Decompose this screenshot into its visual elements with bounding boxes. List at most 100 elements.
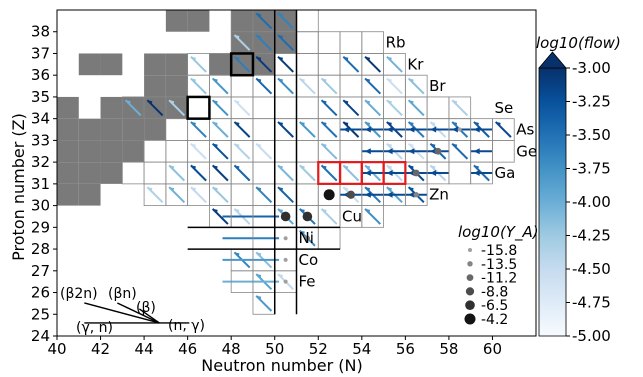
nuclide-cell: [404, 74, 428, 98]
unknown-mass-cell: [231, 10, 253, 32]
reaction-key-label: (β2n): [60, 286, 98, 302]
flow-arrowhead: [452, 100, 458, 106]
y-tick-label: 32: [31, 153, 50, 171]
y-tick-label: 33: [31, 131, 50, 149]
flow-arrowhead: [234, 143, 240, 149]
unknown-mass-cell: [78, 162, 101, 184]
flow-arrowhead: [234, 121, 240, 127]
nuclide-cell: [339, 139, 363, 163]
flow-arrowhead: [277, 121, 283, 127]
unknown-mass-cell: [57, 140, 79, 163]
flow-arrowhead: [256, 187, 262, 193]
flow-arrowhead: [473, 148, 480, 155]
flow-arrowhead: [212, 208, 218, 214]
flow-arrowhead: [277, 208, 283, 214]
flow-arrowhead: [277, 34, 283, 40]
flow-arrowhead: [365, 56, 371, 62]
flow-arrowhead: [364, 148, 371, 155]
flow-arrowhead: [169, 187, 175, 193]
x-tick-label: 56: [396, 340, 415, 358]
flow-arrowhead: [408, 121, 414, 127]
y-tick-label: 27: [31, 262, 50, 280]
abundance-dot: [283, 236, 288, 241]
nuclide-cell: [274, 96, 297, 120]
flow-arrowhead: [473, 121, 479, 127]
flow-arrowhead: [386, 187, 392, 193]
colorbar-tick-label: -4.00: [572, 193, 611, 211]
flow-arrowhead: [190, 78, 196, 84]
reaction-key-arrow: [117, 302, 160, 324]
flow-arrowhead: [321, 100, 327, 106]
flow-arrowhead: [364, 126, 371, 133]
unknown-mass-cell: [165, 10, 188, 32]
flow-arrowhead: [234, 252, 240, 258]
colorbar-tick-label: -3.00: [572, 59, 611, 77]
flow-arrowhead: [386, 191, 393, 198]
unknown-mass-cell: [144, 75, 166, 97]
flow-arrowhead: [125, 100, 131, 106]
flow-arrowhead: [234, 165, 240, 171]
flow-arrowhead: [343, 187, 349, 193]
element-label: Co: [299, 251, 319, 269]
x-tick-label: 48: [222, 340, 241, 358]
flow-arrowhead: [190, 56, 196, 62]
unknown-mass-cell: [122, 118, 145, 141]
flow-arrowhead: [386, 121, 392, 127]
element-label: Ge: [516, 142, 537, 160]
colorbar-tick-label: -3.75: [572, 160, 611, 178]
unknown-mass-cell: [165, 75, 188, 97]
nuclide-cell: [230, 74, 254, 98]
flow-arrowhead: [364, 170, 371, 176]
nuclide-cell: [361, 31, 384, 54]
nuclide-cell: [230, 183, 254, 207]
abundance-legend-marker: [468, 248, 472, 252]
flow-arrowhead: [321, 165, 327, 171]
nuclide-cell: [296, 53, 319, 76]
abundance-legend-entry: -11.2: [481, 271, 517, 287]
flow-arrowhead: [430, 121, 436, 127]
flow-arrowhead: [386, 143, 392, 149]
element-label: Ga: [494, 164, 515, 182]
nuclide-cell: [165, 118, 189, 141]
flow-arrowhead: [147, 187, 153, 193]
abundance-legend-entry: -15.8: [481, 243, 517, 259]
flow-arrowhead: [495, 121, 501, 127]
element-label: Br: [429, 77, 446, 95]
flow-arrowhead: [256, 143, 262, 149]
nuclide-cell: [317, 53, 341, 76]
flow-arrowhead: [386, 148, 393, 155]
flow-arrowhead: [277, 78, 283, 84]
nuclide-cell: [121, 161, 145, 185]
flow-arrowhead: [299, 208, 305, 214]
flow-arrowhead: [408, 187, 414, 193]
flow-arrowhead: [234, 34, 240, 40]
flow-arrowhead: [321, 143, 327, 149]
flow-arrowhead: [365, 208, 371, 214]
x-tick-label: 60: [483, 340, 502, 358]
reaction-key-label: (βn): [108, 286, 137, 302]
flow-arrowhead: [452, 143, 458, 149]
unknown-mass-cell: [78, 140, 101, 163]
x-tick-label: 42: [91, 340, 110, 358]
y-tick-label: 30: [31, 197, 50, 215]
flow-arrowhead: [451, 126, 458, 133]
flow-arrowhead: [343, 56, 349, 62]
element-label: Rb: [386, 34, 406, 52]
flow-arrowhead: [277, 165, 283, 171]
flow-arrowhead: [212, 143, 218, 149]
flow-arrowhead: [190, 165, 196, 171]
abundance-dot: [413, 192, 419, 198]
abundance-legend-marker: [466, 274, 474, 281]
colorbar-tick-label: -3.25: [572, 93, 611, 111]
flow-arrowhead: [234, 100, 240, 106]
flow-arrowhead: [365, 121, 371, 127]
flow-arrowhead: [386, 170, 393, 176]
unknown-mass-cell: [209, 53, 232, 76]
nuclide-cell: [296, 183, 319, 207]
x-tick-label: 58: [439, 340, 458, 358]
abundance-legend-marker: [465, 300, 475, 311]
flow-arrowhead: [147, 100, 153, 106]
colorbar-tick-label: -4.75: [572, 294, 611, 312]
nuclide-cell: [274, 139, 297, 163]
abundance-dot: [346, 190, 356, 199]
